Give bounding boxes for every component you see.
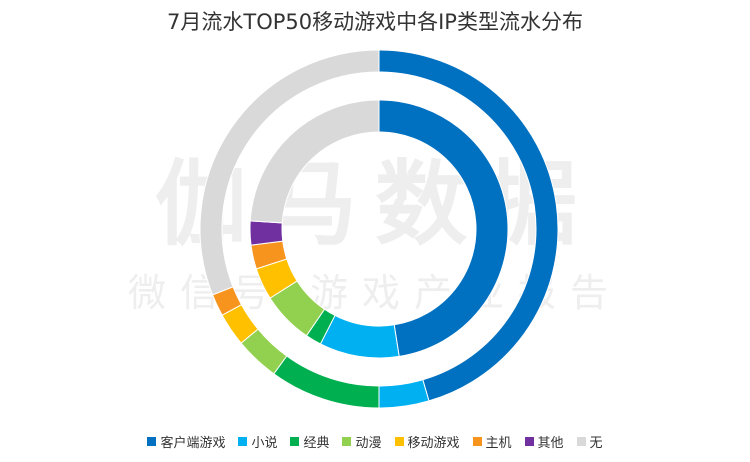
legend-swatch <box>290 437 300 446</box>
legend-swatch <box>342 437 352 446</box>
inner-ring-segment-6 <box>249 220 284 246</box>
legend-label: 客户端游戏 <box>160 436 226 451</box>
outer-ring-segment-1 <box>378 379 430 409</box>
outer-ring-segment-7 <box>199 49 380 296</box>
legend-swatch <box>472 437 482 446</box>
legend-swatch <box>394 437 404 446</box>
legend-item-2: 经典 <box>290 432 329 451</box>
legend-label: 无 <box>589 436 603 451</box>
legend-item-5: 主机 <box>472 432 512 451</box>
legend-swatch <box>524 437 534 446</box>
legend-item-7: 无 <box>576 432 603 451</box>
legend-item-6: 其他 <box>524 432 564 451</box>
legend-label: 移动游戏 <box>407 436 460 451</box>
inner-ring-segment-0 <box>378 99 509 357</box>
legend-item-4: 移动游戏 <box>394 432 460 451</box>
legend-item-3: 动漫 <box>342 432 382 451</box>
legend-swatch <box>147 437 157 446</box>
outer-ring-segment-2 <box>273 355 380 409</box>
legend-swatch <box>576 437 586 446</box>
legend-item-0: 客户端游戏 <box>147 432 225 451</box>
legend-label: 小说 <box>251 436 278 451</box>
legend-label: 主机 <box>485 436 512 451</box>
chart-title: 7月流水TOP50移动游戏中各IP类型流水分布 <box>167 10 583 34</box>
legend-label: 动漫 <box>355 436 382 451</box>
inner-ring-segment-7 <box>249 99 380 224</box>
legend-label: 其他 <box>537 436 564 451</box>
chart-legend: 客户端游戏 小说 经典 动漫 移动游戏 主机 其他 无 <box>0 432 750 451</box>
legend-item-1: 小说 <box>238 432 277 451</box>
donut-chart <box>199 49 559 409</box>
legend-swatch <box>238 437 248 446</box>
legend-label: 经典 <box>303 436 330 451</box>
